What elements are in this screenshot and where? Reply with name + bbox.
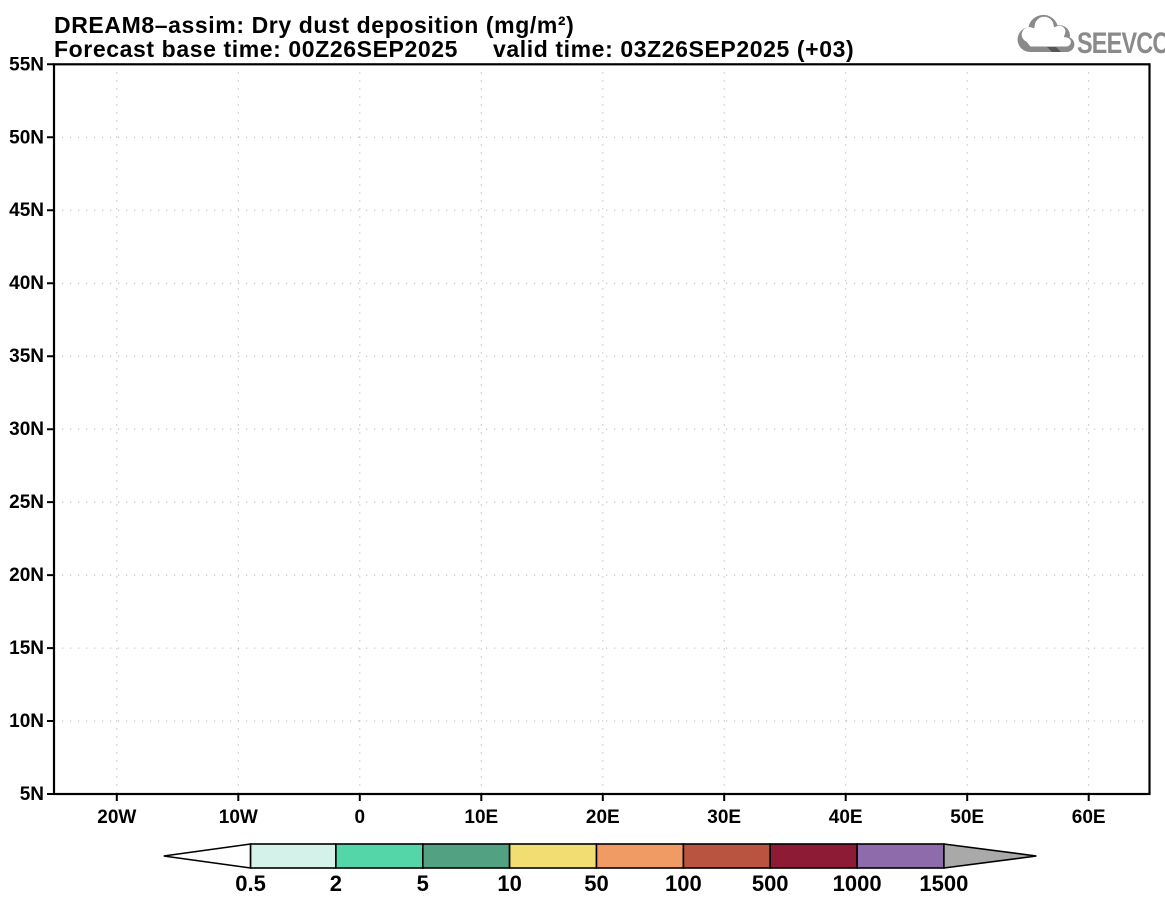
svg-text:55N: 55N	[9, 54, 44, 75]
svg-text:5N: 5N	[20, 784, 44, 805]
svg-text:2: 2	[330, 871, 342, 896]
svg-text:60E: 60E	[1072, 807, 1106, 828]
svg-text:10W: 10W	[219, 807, 258, 828]
svg-text:50E: 50E	[950, 807, 984, 828]
svg-text:50: 50	[584, 871, 608, 896]
svg-text:30N: 30N	[9, 419, 44, 440]
svg-text:1000: 1000	[833, 871, 882, 896]
svg-text:500: 500	[752, 871, 789, 896]
svg-text:25N: 25N	[9, 492, 44, 513]
svg-text:Forecast base time: 00Z26SEP20: Forecast base time: 00Z26SEP2025 valid t…	[54, 36, 854, 62]
svg-text:20N: 20N	[9, 565, 44, 586]
svg-text:10N: 10N	[9, 711, 44, 732]
svg-text:100: 100	[665, 871, 702, 896]
svg-text:0.5: 0.5	[235, 871, 266, 896]
svg-text:40E: 40E	[829, 807, 863, 828]
svg-text:20W: 20W	[97, 807, 136, 828]
svg-text:SEEVCCC: SEEVCCC	[1077, 26, 1165, 59]
svg-text:50N: 50N	[9, 127, 44, 148]
svg-text:DREAM8–assim: Dry dust deposit: DREAM8–assim: Dry dust deposition (mg/m²…	[54, 12, 574, 38]
svg-text:45N: 45N	[9, 200, 44, 221]
svg-text:10E: 10E	[464, 807, 498, 828]
svg-text:35N: 35N	[9, 346, 44, 367]
svg-text:10: 10	[497, 871, 521, 896]
svg-text:40N: 40N	[9, 273, 44, 294]
svg-text:5: 5	[417, 871, 429, 896]
svg-text:20E: 20E	[586, 807, 620, 828]
svg-text:1500: 1500	[919, 871, 968, 896]
svg-text:15N: 15N	[9, 638, 44, 659]
svg-text:0: 0	[355, 807, 366, 828]
svg-text:30E: 30E	[707, 807, 741, 828]
